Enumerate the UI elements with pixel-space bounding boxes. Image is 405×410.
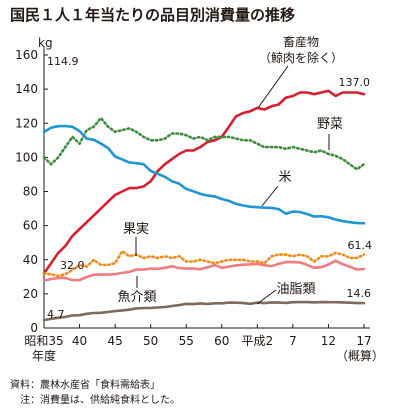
x-axis-estimate-note: （概算） bbox=[336, 348, 384, 363]
x-tick-label: 45 bbox=[107, 334, 122, 348]
y-tick-label: 100 bbox=[15, 150, 38, 164]
series-line-oils bbox=[42, 300, 366, 322]
leader-line-rice bbox=[261, 185, 279, 207]
x-tick-label: 40 bbox=[72, 334, 87, 348]
series-name-vegetables: 野菜 bbox=[317, 117, 343, 132]
series-name-rice: 米 bbox=[278, 170, 291, 185]
source-note: 資料：農林水産省「食料需給表」 bbox=[10, 380, 160, 391]
leader-line-livestock bbox=[257, 65, 289, 109]
value-label-oils-start: 4.7 bbox=[47, 308, 65, 321]
series-line-rice bbox=[42, 124, 366, 225]
usage-note: 注：消費量は、供給純食料とした。 bbox=[10, 395, 180, 406]
y-tick-label: 120 bbox=[15, 116, 38, 130]
x-tick-label: 50 bbox=[143, 334, 158, 348]
x-tick-label: 55 bbox=[179, 334, 194, 348]
y-tick-label: 60 bbox=[23, 219, 38, 233]
value-label-rice-end: 61.4 bbox=[348, 239, 373, 252]
leader-line-oils bbox=[256, 289, 277, 305]
value-label-fruit-start: 32.0 bbox=[60, 259, 85, 272]
x-tick-label: 12 bbox=[321, 334, 336, 348]
series-name-seafood: 魚介類 bbox=[117, 290, 156, 305]
x-tick-label: 60 bbox=[214, 334, 229, 348]
series-name-livestock-note: （鯨肉を除く） bbox=[259, 50, 343, 65]
series-line-fruit bbox=[42, 249, 366, 278]
series-name-livestock: 畜産物 bbox=[283, 34, 319, 49]
y-tick-label: 0 bbox=[30, 321, 38, 335]
series-lines bbox=[42, 89, 366, 322]
y-tick-label: 40 bbox=[23, 253, 38, 267]
chart-labels: 137.0 114.9 61.4 32.0 4.7 14.6 畜産物（鯨肉を除く） 野菜米果実… bbox=[47, 34, 372, 321]
chart-title: 国民１人１年当たりの品目別消費量の推移 bbox=[10, 6, 296, 24]
x-tick-label: 7 bbox=[289, 334, 297, 348]
x-tick-label: 昭和35 bbox=[24, 334, 63, 348]
series-line-seafood bbox=[42, 259, 366, 282]
series-name-oils: 油脂類 bbox=[276, 282, 315, 297]
y-axis-unit: kg bbox=[38, 36, 53, 50]
value-label-livestock-end: 137.0 bbox=[339, 76, 371, 89]
x-tick-label: 平成2 bbox=[242, 334, 274, 348]
y-tick-label: 20 bbox=[23, 287, 38, 301]
series-name-fruit: 果実 bbox=[123, 221, 149, 237]
x-axis-year-note: 年度 bbox=[32, 348, 56, 363]
y-tick-label: 160 bbox=[15, 48, 38, 62]
value-label-rice-start: 114.9 bbox=[47, 55, 79, 68]
series-line-vegetables bbox=[42, 116, 366, 171]
x-tick-label: 17 bbox=[356, 334, 371, 348]
y-tick-label: 140 bbox=[15, 82, 38, 96]
series-line-livestock bbox=[42, 89, 366, 275]
value-label-oils-end: 14.6 bbox=[347, 287, 372, 300]
y-tick-label: 80 bbox=[23, 185, 38, 199]
